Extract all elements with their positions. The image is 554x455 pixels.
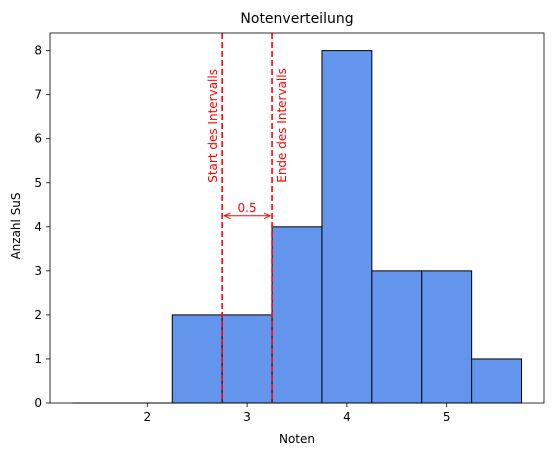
histogram-bar-7 [421, 270, 473, 404]
y-tick-label: 4 [34, 220, 42, 234]
interval-width-label: 0.5 [238, 201, 257, 215]
x-axis: 2 3 4 5 [143, 403, 451, 424]
y-axis-label: Anzahl SuS [9, 192, 23, 259]
y-tick-label: 3 [34, 264, 42, 278]
y-tick-label: 2 [34, 308, 42, 322]
y-tick-label: 1 [34, 352, 42, 366]
histogram-bar-5 [321, 50, 373, 404]
histogram-bar-8 [471, 358, 523, 404]
x-tick-label: 2 [143, 410, 151, 424]
chart-title: Notenverteilung [240, 11, 353, 27]
annotations-layer: Start des Intervalls Ende des Intervalls 0… [206, 33, 289, 403]
y-axis: 0 1 2 3 4 5 6 7 8 [34, 44, 50, 410]
y-tick-label: 5 [34, 176, 42, 190]
interval-start-label: Start des Intervalls [206, 69, 220, 183]
histogram-bar-2 [171, 314, 223, 404]
histogram-bar-3 [221, 314, 273, 404]
x-tick-label: 5 [443, 410, 451, 424]
y-tick-label: 8 [34, 44, 42, 58]
interval-end-label: Ende des Intervalls [275, 68, 289, 183]
plot-frame [49, 32, 545, 404]
histogram-bar-4 [271, 226, 323, 404]
y-tick-label: 6 [34, 132, 42, 146]
y-tick-label: 0 [34, 396, 42, 410]
x-tick-label: 3 [243, 410, 251, 424]
bars-layer [72, 50, 523, 404]
y-tick-label: 7 [34, 88, 42, 102]
histogram-bar-6 [371, 270, 423, 404]
x-axis-label: Noten [279, 432, 315, 446]
x-tick-label: 4 [343, 410, 351, 424]
